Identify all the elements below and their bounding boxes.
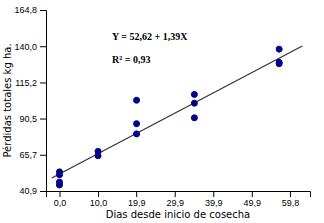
tick-label: 40,9 [19, 186, 37, 196]
annotation: Y = 52,62 + 1,39X [112, 31, 188, 42]
tick-label: 39,9 [205, 198, 223, 208]
tick-label: 0,0 [54, 198, 67, 208]
point [56, 182, 62, 188]
x-axis-title: Dias desde inicio de cosecha [106, 209, 250, 220]
plot: 0,0 10,0 19,9 29,9 39,9 49,9 59,8 40,9 65,7 90,5 1… [14, 5, 310, 208]
x-axis-line [47, 192, 311, 198]
tick: 65,7 [19, 150, 46, 160]
point [276, 61, 282, 67]
tick-mark [40, 155, 46, 156]
point [191, 115, 197, 121]
tick-mark [40, 82, 46, 83]
tick-mark [40, 10, 46, 11]
tick: 115,2 [15, 78, 46, 88]
tick-mark [290, 191, 291, 197]
tick-label: 19,9 [128, 198, 146, 208]
tick: 40,9 [19, 186, 46, 196]
chart: 0,0 10,0 19,9 29,9 39,9 49,9 59,8 40,9 65,7 90,5 1… [0, 0, 324, 223]
tick-mark [98, 191, 99, 197]
x-axis: 0,0 10,0 19,9 29,9 39,9 49,9 59,8 [47, 191, 311, 208]
tick-label: 10,0 [90, 198, 108, 208]
tick: 59,8 [282, 191, 300, 208]
tick: 39,9 [205, 191, 223, 208]
tick-label: 29,9 [166, 198, 184, 208]
tick-mark [59, 191, 60, 197]
tick-mark [40, 46, 46, 47]
tick-mark [175, 191, 176, 197]
point [191, 100, 197, 106]
point [134, 121, 140, 127]
tick: 19,9 [128, 191, 146, 208]
regression-line [52, 46, 303, 178]
y-axis: 40,9 65,7 90,5 115,2 140,0 164,8 [14, 5, 46, 196]
annotation: R² = 0,93 [112, 54, 150, 65]
point [276, 46, 282, 52]
tick: 0,0 [54, 191, 67, 208]
point [134, 97, 140, 103]
tick-mark [40, 191, 46, 192]
point [95, 153, 101, 159]
tick: 164,8 [14, 5, 46, 15]
tick: 49,9 [244, 191, 262, 208]
tick-label: 164,8 [14, 5, 37, 15]
point [56, 172, 62, 178]
tick-mark [40, 119, 46, 120]
y-axis-title: Pérdidas totales kg ha. [2, 43, 13, 157]
point [134, 131, 140, 137]
tick-mark [136, 191, 137, 197]
tick-label: 59,8 [282, 198, 300, 208]
tick-label: 140,0 [14, 42, 37, 52]
tick: 90,5 [19, 114, 46, 124]
tick-label: 90,5 [19, 114, 37, 124]
tick-label: 115,2 [15, 78, 37, 88]
point [191, 91, 197, 97]
tick-label: 65,7 [19, 150, 37, 160]
y-axis-line [40, 11, 47, 192]
tick: 29,9 [166, 191, 184, 208]
tick: 140,0 [14, 42, 46, 52]
tick-label: 49,9 [244, 198, 262, 208]
tick-mark [213, 191, 214, 197]
marks [52, 46, 303, 188]
tick: 10,0 [90, 191, 108, 208]
tick-mark [252, 191, 253, 197]
